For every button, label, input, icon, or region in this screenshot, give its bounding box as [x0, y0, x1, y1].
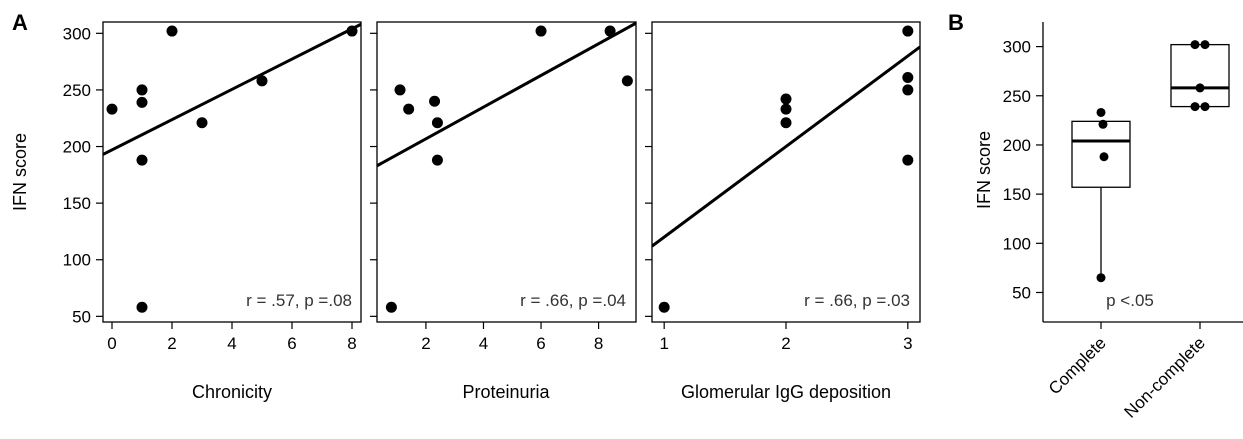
data-point	[106, 103, 118, 115]
y-tick-label: 200	[63, 138, 91, 157]
proteinuria-scatter-panel: 2 4 6 8 Proteinuria r = .66, p =.04	[370, 21, 637, 402]
x-tick-label: 4	[479, 334, 488, 353]
correlation-annotation: r = .66, p =.03	[804, 291, 910, 310]
plot-frame	[376, 21, 637, 323]
regression-line	[652, 45, 920, 248]
data-point	[166, 25, 178, 37]
data-point	[658, 301, 670, 313]
data-point	[1098, 119, 1108, 129]
x-tick-label: 2	[167, 334, 176, 353]
y-tick-label: 50	[1012, 283, 1031, 302]
y-tick-label: 250	[63, 81, 91, 100]
x-axis: 1 2 3	[659, 322, 913, 353]
y-axis-title: IFN score	[974, 131, 994, 209]
data-point	[136, 154, 148, 166]
y-axis	[645, 32, 652, 317]
box	[1170, 43, 1230, 108]
data-point	[902, 154, 914, 166]
y-axis-title: IFN score	[10, 133, 30, 211]
x-axis: 0 2 4 6 8	[107, 322, 357, 353]
y-tick-label: 150	[63, 194, 91, 213]
data-point	[780, 93, 792, 105]
x-tick-label: 6	[287, 334, 296, 353]
x-tick-label: Complete	[1045, 333, 1110, 398]
x-axis: Complete Non-complete	[1045, 322, 1209, 422]
x-tick-label: Non-complete	[1121, 333, 1209, 421]
plot-marks	[103, 22, 361, 313]
plot-marks	[652, 25, 920, 313]
data-point	[1200, 102, 1210, 112]
data-point	[780, 117, 792, 129]
data-point	[902, 71, 914, 83]
panel-label-a: A	[12, 10, 28, 35]
plot-marks	[377, 22, 636, 313]
data-point	[431, 154, 443, 166]
plot-frame	[102, 21, 362, 323]
x-tick-label: 8	[347, 334, 356, 353]
data-point	[902, 84, 914, 96]
data-point	[431, 117, 443, 129]
data-point	[196, 117, 208, 129]
data-point	[621, 75, 633, 87]
x-tick-label: 2	[421, 334, 430, 353]
data-point	[535, 25, 547, 37]
x-tick-label: 8	[594, 334, 603, 353]
response-boxplot-panel: 50 100 150 200 250 300 Complete Non-complete I…	[974, 22, 1243, 422]
data-point	[136, 96, 148, 108]
regression-line	[377, 22, 636, 168]
data-point	[1195, 83, 1205, 93]
data-point	[1190, 102, 1200, 112]
data-point	[604, 25, 616, 37]
y-tick-label: 100	[1003, 234, 1031, 253]
plot-marks	[1071, 40, 1230, 283]
y-tick-label: 250	[1003, 87, 1031, 106]
regression-line	[103, 22, 361, 156]
plot-frame	[651, 21, 921, 323]
y-tick-label: 300	[63, 24, 91, 43]
y-axis	[370, 32, 377, 317]
data-point	[1096, 273, 1106, 283]
y-tick-label: 150	[1003, 185, 1031, 204]
data-point	[385, 301, 397, 313]
y-axis: 50 100 150 200 250 300	[63, 24, 103, 326]
data-point	[780, 103, 792, 115]
x-tick-label: 1	[659, 334, 668, 353]
igg-deposition-scatter-panel: 1 2 3 Glomerular IgG deposition r = .66, p…	[645, 21, 921, 402]
data-point	[136, 84, 148, 96]
significance-annotation: p <.05	[1106, 291, 1154, 310]
x-axis-title: Chronicity	[192, 382, 272, 402]
y-tick-label: 200	[1003, 136, 1031, 155]
y-tick-label: 300	[1003, 38, 1031, 57]
data-point	[136, 301, 148, 313]
x-axis-title: Glomerular IgG deposition	[681, 382, 891, 402]
data-point	[346, 25, 358, 37]
x-tick-label: 6	[536, 334, 545, 353]
data-point	[403, 103, 415, 115]
panel-label-b: B	[948, 10, 964, 35]
y-tick-label: 50	[72, 307, 91, 326]
data-point	[429, 95, 441, 107]
correlation-annotation: r = .57, p =.08	[246, 291, 352, 310]
correlation-annotation: r = .66, p =.04	[520, 291, 626, 310]
data-point	[1200, 40, 1210, 50]
x-tick-label: 3	[903, 334, 912, 353]
data-point	[902, 25, 914, 37]
x-axis: 2 4 6 8	[421, 322, 603, 353]
x-tick-label: 2	[781, 334, 790, 353]
x-axis-title: Proteinuria	[462, 382, 550, 402]
chronicity-scatter-panel: 50 100 150 200 250 300 0 2 4 6 8 Chronicity IFN s…	[10, 21, 362, 402]
y-tick-label: 100	[63, 251, 91, 270]
data-point	[1096, 107, 1106, 117]
x-tick-label: 4	[227, 334, 236, 353]
data-point	[256, 75, 268, 87]
data-point	[394, 84, 406, 96]
x-tick-label: 0	[107, 334, 116, 353]
data-point	[1099, 152, 1109, 162]
data-point	[1190, 40, 1200, 50]
y-axis: 50 100 150 200 250 300	[1003, 38, 1043, 302]
